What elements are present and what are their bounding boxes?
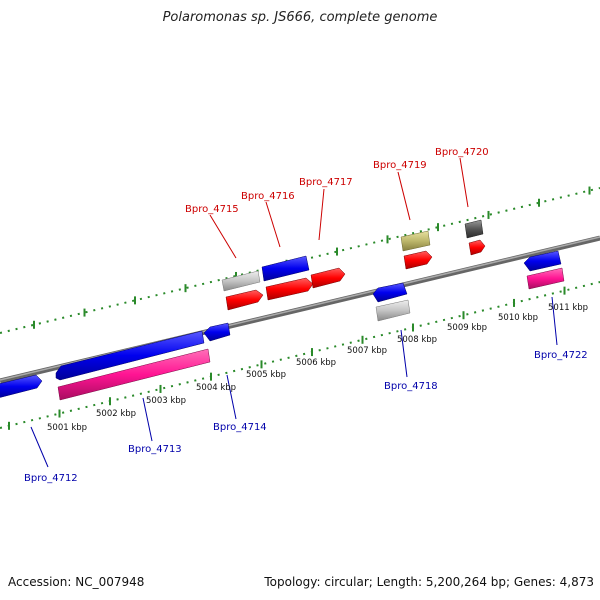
gene-feature-bpro4715-pseudo[interactable] xyxy=(221,270,261,292)
gene-feature-bpro4719-cds[interactable] xyxy=(403,250,433,270)
scale-label: 5011 kbp xyxy=(548,303,588,313)
scale-label: 5008 kbp xyxy=(397,335,437,345)
genome-summary-text: Topology: circular; Length: 5,200,264 bp… xyxy=(264,575,594,589)
gene-label-bpro4715[interactable]: Bpro_4715 xyxy=(185,204,239,215)
gene-label-bpro4712[interactable]: Bpro_4712 xyxy=(24,473,78,484)
scale-label: 5009 kbp xyxy=(447,323,487,333)
gene-label-bpro4714[interactable]: Bpro_4714 xyxy=(213,422,267,433)
gene-label-bpro4716[interactable]: Bpro_4716 xyxy=(241,191,295,202)
gene-label-bpro4722[interactable]: Bpro_4722 xyxy=(534,350,588,361)
gene-feature-bpro4713-rna[interactable] xyxy=(57,348,211,401)
gene-feature-bpro4717[interactable] xyxy=(310,267,346,289)
gene-feature-bpro4720[interactable] xyxy=(464,219,484,239)
upper-major-ticks xyxy=(33,186,591,329)
gene-feature-bpro4720-cds[interactable] xyxy=(468,239,486,256)
gene-feature-bpro4719[interactable] xyxy=(400,230,431,252)
gene-label-bpro4713[interactable]: Bpro_4713 xyxy=(128,444,182,455)
gene-feature-bpro4716-blue[interactable] xyxy=(261,255,310,282)
label-leaders xyxy=(30,157,558,468)
scale-label: 5006 kbp xyxy=(296,358,336,368)
gene-label-bpro4720[interactable]: Bpro_4720 xyxy=(435,147,489,158)
lower-tick-ruler xyxy=(0,281,600,429)
scale-label: 5010 kbp xyxy=(498,313,538,323)
scale-label: 5003 kbp xyxy=(146,396,186,406)
gene-label-bpro4719[interactable]: Bpro_4719 xyxy=(373,160,427,171)
gene-feature-bpro4716[interactable] xyxy=(265,277,314,301)
scale-label: 5001 kbp xyxy=(47,423,87,433)
gene-label-bpro4718[interactable]: Bpro_4718 xyxy=(384,381,438,392)
scale-labels: 5001 kbp 5002 kbp 5003 kbp 5004 kbp 5005… xyxy=(47,303,588,433)
gene-feature-bpro4722-blue[interactable] xyxy=(523,250,562,272)
gene-labels-top: Bpro_4715 Bpro_4716 Bpro_4717 Bpro_4719 … xyxy=(185,147,489,215)
gene-feature-bpro4713-cds[interactable] xyxy=(55,330,205,381)
scale-label: 5005 kbp xyxy=(246,370,286,380)
scale-label: 5004 kbp xyxy=(196,383,236,393)
gene-label-bpro4717[interactable]: Bpro_4717 xyxy=(299,177,353,188)
gene-feature-bpro4715[interactable] xyxy=(225,289,264,311)
gene-feature-bpro4718[interactable] xyxy=(375,299,411,322)
scale-label: 5007 kbp xyxy=(347,346,387,356)
scale-label: 5002 kbp xyxy=(96,409,136,419)
accession-text: Accession: NC_007948 xyxy=(8,575,145,589)
map-title: Polaromonas sp. JS666, complete genome xyxy=(162,10,438,25)
gene-feature-bpro4722[interactable] xyxy=(526,267,565,290)
gene-labels-bottom: Bpro_4712 Bpro_4713 Bpro_4714 Bpro_4718 … xyxy=(24,350,588,484)
gene-feature-bpro4714[interactable] xyxy=(203,322,231,342)
gene-feature-bpro4712[interactable] xyxy=(0,374,43,398)
gene-feature-bpro4718-blue[interactable] xyxy=(372,282,408,303)
lower-major-ticks xyxy=(8,286,566,430)
